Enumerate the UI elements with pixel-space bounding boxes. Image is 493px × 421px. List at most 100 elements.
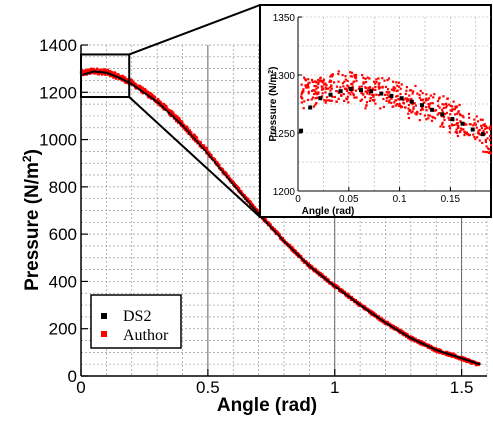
inset-author-point (425, 93, 428, 96)
ds2-point (353, 299, 356, 302)
inset-author-point (488, 128, 492, 131)
ds2-point (235, 187, 238, 190)
inset-author-point (396, 84, 399, 87)
author-point (180, 124, 183, 127)
inset-author-point (304, 85, 307, 88)
ds2-point (110, 73, 113, 76)
inset-author-point (310, 98, 313, 101)
ds2-point (85, 72, 88, 75)
inset-author-point (397, 104, 400, 107)
inset-author-point (415, 113, 418, 116)
inset-author-point (343, 99, 346, 103)
ds2-point (255, 210, 258, 213)
inset-ds2-point (409, 99, 414, 104)
inset-author-point (372, 94, 375, 97)
author-point (196, 139, 200, 142)
inset-author-point (349, 93, 352, 96)
ds2-point (117, 76, 120, 79)
inset-author-point (354, 76, 358, 79)
inset-author-point (427, 97, 431, 100)
inset-author-point (364, 107, 367, 110)
ds2-point (151, 97, 154, 100)
inset-author-point (466, 132, 469, 136)
inset-author-point (340, 94, 343, 97)
inset-author-point (475, 126, 478, 129)
author-point (124, 78, 128, 81)
ds2-point (339, 289, 342, 292)
author-point (438, 351, 442, 355)
ds2-point (356, 301, 359, 304)
legend: DS2 Author (90, 294, 182, 349)
inset-author-point (442, 115, 446, 119)
inset-author-point (300, 92, 303, 96)
ds2-point (345, 293, 348, 296)
ds2-point (256, 212, 259, 215)
inset-author-point (412, 90, 415, 93)
inset-author-point (488, 126, 492, 129)
inset-author-point (400, 83, 403, 86)
inset-author-point (303, 76, 306, 79)
inset-author-point (316, 86, 320, 89)
author-point (251, 203, 255, 207)
author-point (363, 305, 367, 308)
inset-author-point (484, 140, 488, 144)
zoom-connector-line (128, 96, 261, 218)
inset-author-point (362, 76, 365, 80)
author-point (186, 128, 190, 131)
author-point (389, 323, 392, 326)
ds2-point (343, 292, 346, 295)
author-point (299, 255, 303, 258)
author-point (423, 341, 426, 345)
ds2-point (409, 337, 412, 340)
inset-author-point (483, 123, 486, 126)
inset-author-point (317, 78, 320, 82)
inset-author-point (481, 141, 484, 145)
inset-author-point (328, 80, 331, 83)
inset-ds2-point (419, 103, 424, 108)
inset-author-point (398, 85, 401, 88)
ds2-point (371, 312, 374, 315)
ds2-point (340, 290, 343, 293)
inset-author-point (351, 82, 354, 85)
inset-author-point (433, 109, 436, 112)
author-point (269, 223, 272, 227)
inset-author-point (441, 103, 444, 106)
x-tick-label: 1 (330, 378, 339, 397)
ds2-point (178, 121, 181, 124)
author-point (256, 209, 259, 212)
inset-author-point (377, 83, 380, 86)
inset-author-point (377, 77, 380, 80)
author-point (215, 161, 219, 164)
author-point (149, 94, 152, 97)
ds2-point (458, 356, 461, 359)
inset-author-point (322, 88, 325, 91)
ds2-point (389, 324, 392, 327)
inset-author-point (377, 85, 380, 88)
ds2-point (171, 114, 174, 117)
author-point (225, 173, 229, 177)
inset-author-point (368, 93, 371, 96)
inset-author-point (387, 77, 391, 80)
ds2-point (241, 194, 244, 197)
inset-y-tick-label: 1200 (273, 187, 296, 198)
ds2-point (282, 239, 285, 242)
author-point (370, 313, 374, 316)
ds2-point (174, 117, 177, 120)
inset-author-point (473, 122, 476, 125)
inset-author-point (424, 106, 428, 109)
inset-author-point (360, 85, 363, 88)
inset-author-point (321, 92, 324, 95)
ds2-point (206, 152, 209, 155)
author-point (347, 293, 350, 297)
author-point (114, 77, 118, 80)
ds2-point (308, 265, 311, 268)
inset-author-point (448, 127, 452, 130)
inset-author-point (433, 117, 437, 120)
y-tick-label: 1000 (39, 131, 77, 150)
author-point (302, 258, 305, 261)
author-point (327, 278, 330, 281)
inset-author-point (345, 88, 348, 91)
ds2-point (304, 260, 307, 263)
author-point (239, 189, 243, 193)
ds2-point (181, 124, 184, 127)
